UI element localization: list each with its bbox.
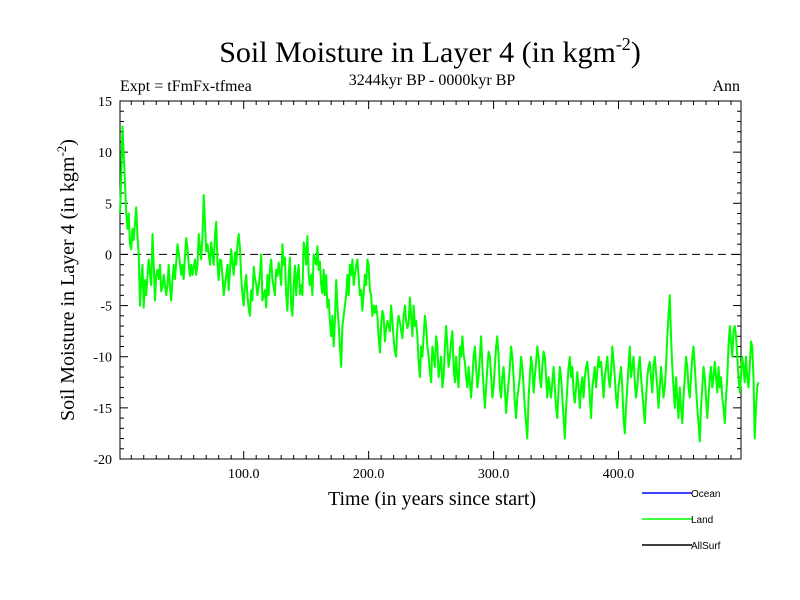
x-tick-label: 200.0 — [353, 467, 385, 482]
y-tick-label: -10 — [93, 351, 112, 366]
legend-label-allsurf: AllSurf — [691, 541, 721, 552]
y-axis-title: Soil Moisture in Layer 4 (in kgm-2) — [54, 139, 79, 421]
plot-frame — [119, 100, 742, 460]
x-tick-label: 100.0 — [228, 467, 260, 482]
experiment-label: Expt = tFmFx-tfmea — [120, 78, 252, 95]
x-tick-label: 300.0 — [478, 467, 510, 482]
legend: Ocean Land AllSurf — [642, 489, 721, 552]
y-tick-label: 15 — [98, 95, 112, 110]
x-axis-title: Time (in years since start) — [328, 488, 536, 510]
chart-title: Soil Moisture in Layer 4 (in kgm-2) — [219, 34, 641, 69]
y-tick-label: 0 — [105, 248, 112, 263]
y-tick-label: -20 — [93, 453, 112, 468]
season-label: Ann — [712, 78, 740, 95]
y-tick-label: -5 — [100, 300, 112, 315]
legend-label-ocean: Ocean — [691, 489, 720, 500]
plot-area: 15 10 5 0 -5 -10 -15 -20 100.0 200.0 300.0 400.0 — [93, 95, 760, 482]
y-tick-label: 5 — [105, 197, 112, 212]
y-tick-label: 10 — [98, 146, 112, 161]
legend-label-land: Land — [691, 515, 713, 526]
x-tick-label: 400.0 — [603, 467, 635, 482]
series-line-land — [119, 125, 760, 443]
period-label: 3244kyr BP - 0000kyr BP — [349, 72, 516, 89]
y-tick-label: -15 — [93, 402, 112, 417]
